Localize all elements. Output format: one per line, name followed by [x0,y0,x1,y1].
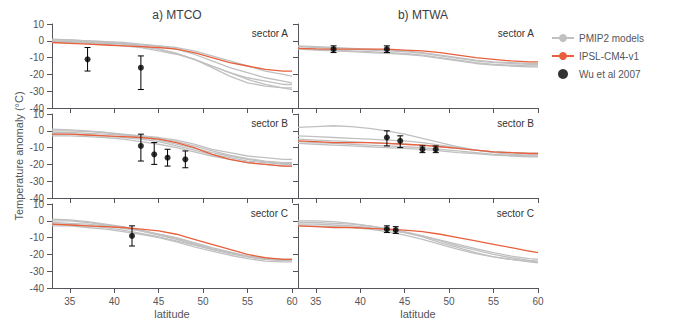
svg-text:-10: -10 [30,142,45,153]
svg-text:sector B: sector B [251,118,288,129]
svg-text:0: 0 [38,35,44,46]
svg-text:sector A: sector A [252,28,288,39]
svg-text:60: 60 [286,296,298,307]
svg-text:-30: -30 [30,266,45,277]
svg-text:40: 40 [355,296,367,307]
svg-text:55: 55 [488,296,500,307]
svg-text:60: 60 [532,296,544,307]
svg-text:10: 10 [33,109,45,120]
svg-text:sector C: sector C [251,208,288,219]
svg-text:PMIP2 models: PMIP2 models [579,33,644,44]
svg-text:sector C: sector C [497,208,534,219]
svg-text:45: 45 [153,296,165,307]
svg-text:latitude: latitude [400,308,435,320]
svg-text:a) MTCO: a) MTCO [152,8,201,22]
svg-text:-10: -10 [30,232,45,243]
svg-text:-20: -20 [30,249,45,260]
svg-text:-20: -20 [30,159,45,170]
svg-text:35: 35 [310,296,322,307]
svg-text:45: 45 [399,296,411,307]
svg-text:IPSL-CM4-v1: IPSL-CM4-v1 [579,51,639,62]
svg-text:sector B: sector B [497,118,534,129]
svg-text:0: 0 [38,125,44,136]
svg-text:50: 50 [444,296,456,307]
svg-text:10: 10 [33,19,45,30]
svg-text:-40: -40 [30,283,45,294]
svg-text:b) MTWA: b) MTWA [398,8,448,22]
svg-text:-30: -30 [30,86,45,97]
svg-text:35: 35 [64,296,76,307]
svg-text:Wu et al 2007: Wu et al 2007 [579,69,641,80]
svg-text:-30: -30 [30,176,45,187]
svg-text:-20: -20 [30,69,45,80]
svg-text:40: 40 [109,296,121,307]
svg-text:50: 50 [198,296,210,307]
svg-text:sector A: sector A [498,28,534,39]
svg-text:0: 0 [38,215,44,226]
svg-text:-10: -10 [30,52,45,63]
svg-text:55: 55 [242,296,254,307]
svg-text:Temperature anomaly (°C): Temperature anomaly (°C) [13,91,25,220]
svg-text:latitude: latitude [154,308,189,320]
svg-text:10: 10 [33,199,45,210]
